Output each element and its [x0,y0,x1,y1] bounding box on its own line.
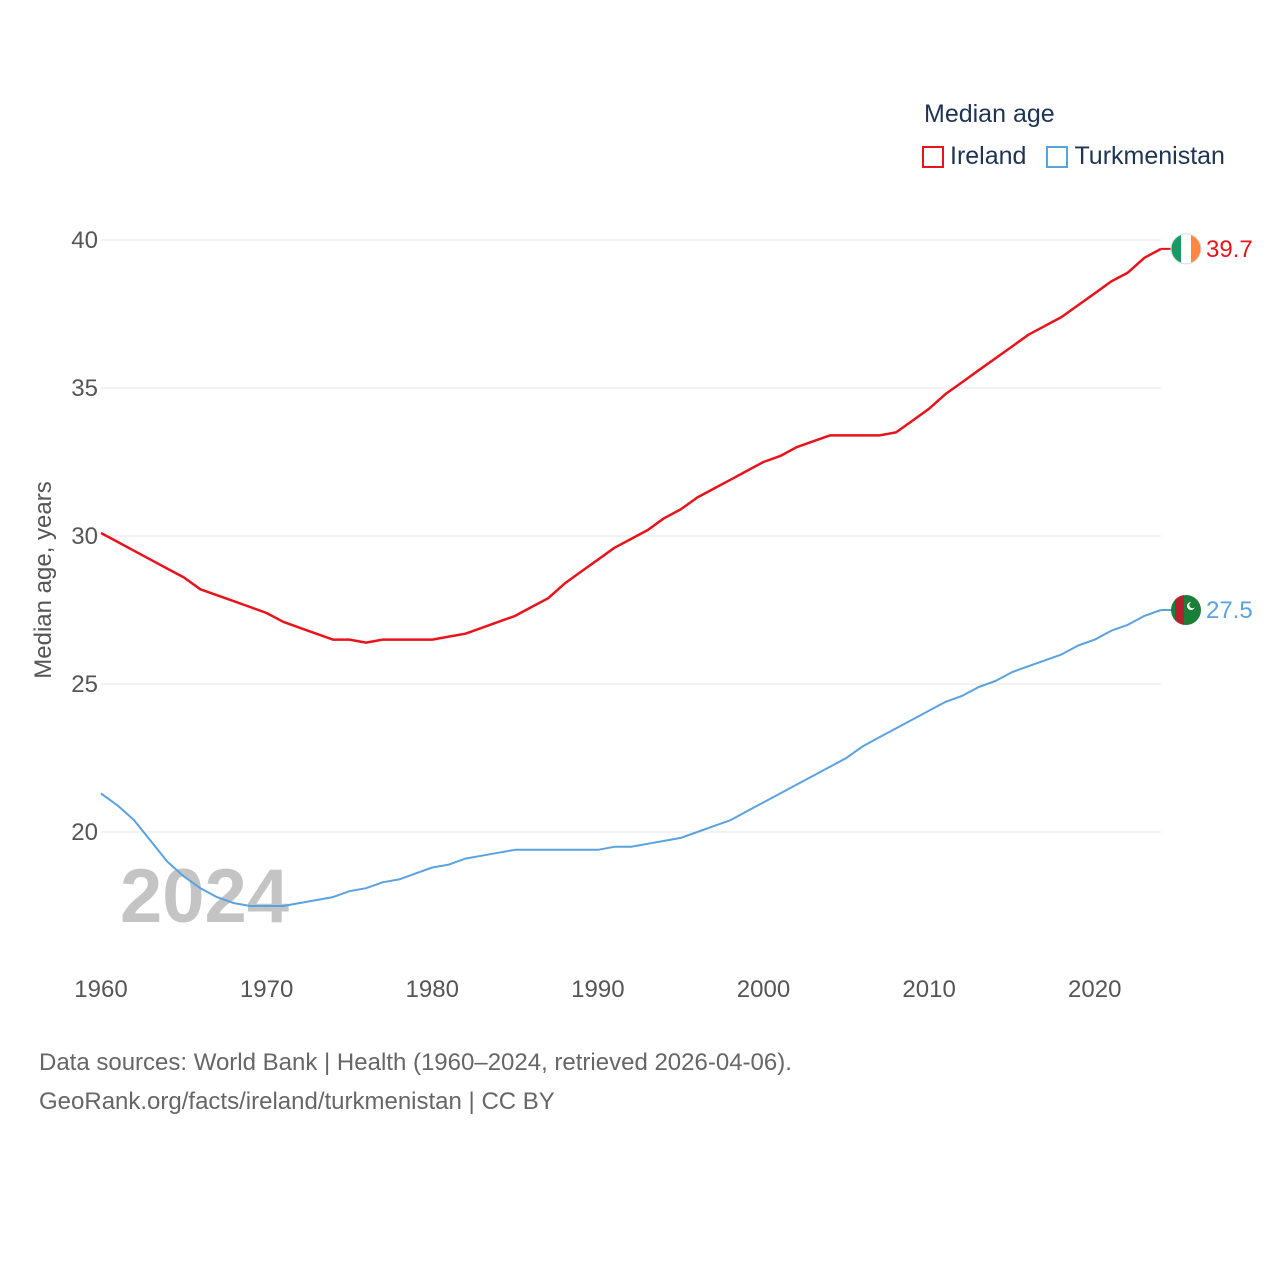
legend-swatch-turkmenistan [1046,145,1069,168]
x-tick-label: 1960 [74,976,127,1003]
source-line-1: Data sources: World Bank | Health (1960–… [39,1049,792,1076]
flag-marker-ireland [1170,233,1202,265]
series-line-turkmenistan[interactable] [100,609,1162,907]
legend-swatch-ireland [922,145,944,168]
series-line-ireland[interactable] [100,247,1162,644]
x-axis-ticks: 1960 1970 1980 1990 2000 2010 2020 [74,976,1121,1003]
y-tick-label: 40 [71,227,98,254]
x-tick-label: 2000 [737,976,790,1003]
legend-label-ireland: Ireland [950,142,1027,170]
x-tick-label: 2010 [902,976,955,1003]
grid-lines [101,239,1161,833]
x-tick-label: 1980 [406,976,459,1003]
x-tick-label: 1990 [571,976,624,1003]
end-value-label-turkmenistan: 27.5 [1206,597,1253,624]
y-axis-ticks: 20 25 30 35 40 [71,227,98,846]
x-tick-label: 2020 [1068,976,1121,1003]
end-value-label-ireland: 39.7 [1206,236,1253,263]
source-line-2[interactable]: GeoRank.org/facts/ireland/turkmenistan |… [39,1088,555,1115]
source-note: Data sources: World Bank | Health (1960–… [39,1043,792,1121]
flag-marker-turkmenistan [1171,595,1201,625]
legend-title: Median age [924,100,1055,128]
legend: Ireland Turkmenistan [922,142,1225,171]
y-tick-label: 20 [71,819,98,846]
y-tick-label: 35 [71,375,98,402]
x-tick-label: 1970 [240,976,293,1003]
y-tick-label: 30 [71,523,98,550]
series-lines [100,247,1162,907]
legend-label-turkmenistan: Turkmenistan [1074,142,1225,170]
legend-item-turkmenistan[interactable]: Turkmenistan [1046,142,1225,171]
year-watermark: 2024 [120,854,289,939]
end-markers: 39.7 27.5 [1161,233,1253,625]
legend-item-ireland[interactable]: Ireland [922,142,1026,171]
y-axis-label: Median age, years [30,481,57,678]
y-tick-label: 25 [71,671,98,698]
